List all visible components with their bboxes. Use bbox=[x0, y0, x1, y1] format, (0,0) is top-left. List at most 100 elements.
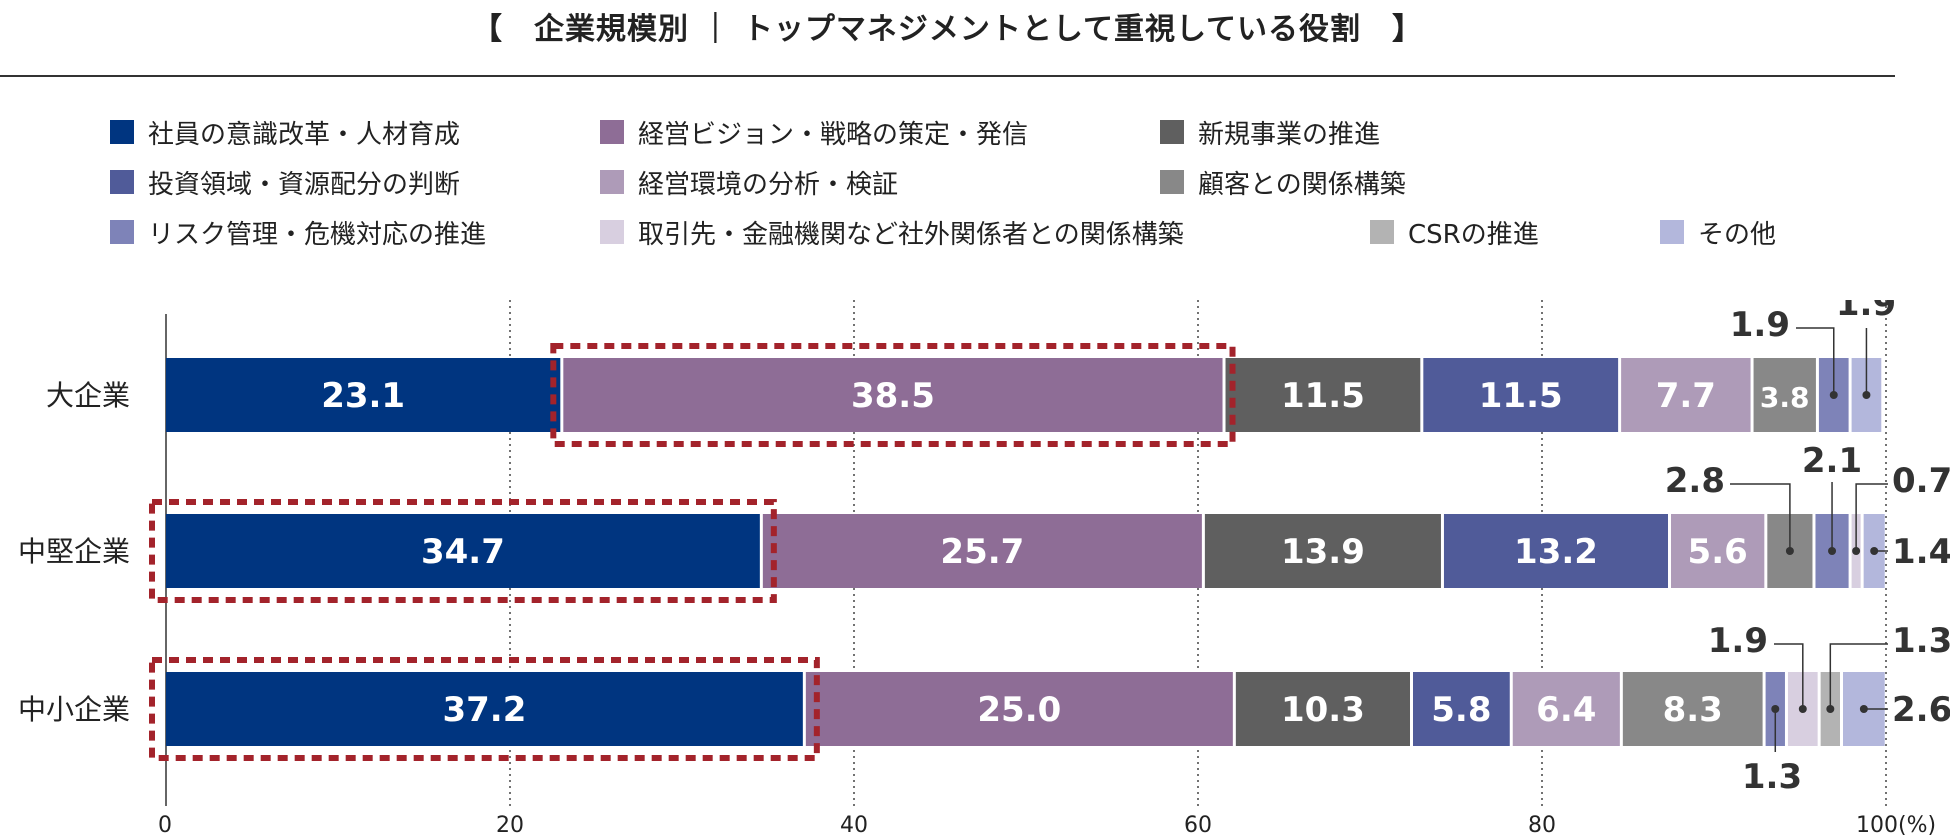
highlight-box bbox=[550, 343, 1236, 447]
callout-dot bbox=[1829, 391, 1838, 399]
data-label: 1.9 bbox=[1836, 300, 1896, 324]
legend-swatch bbox=[1370, 220, 1394, 244]
data-label: 2.8 bbox=[1665, 461, 1725, 501]
legend-item: CSRの推進 bbox=[1370, 212, 1539, 252]
data-label: 5.8 bbox=[1431, 690, 1491, 730]
x-tick-label: 0 bbox=[158, 813, 172, 836]
bar-segment bbox=[166, 672, 803, 746]
bar-segment bbox=[1621, 358, 1751, 432]
data-label: 25.0 bbox=[977, 690, 1061, 730]
legend-swatch bbox=[110, 120, 134, 144]
legend: 社員の意識改革・人材育成 経営ビジョン・戦略の策定・発信 新規事業の推進投資領域・資… bbox=[110, 112, 1910, 272]
legend-label: 取引先・金融機関など社外関係者との関係構築 bbox=[638, 219, 1184, 250]
bar-segment bbox=[166, 514, 760, 588]
data-label: 13.9 bbox=[1281, 532, 1365, 572]
data-label: 37.2 bbox=[442, 690, 526, 730]
bar-segment bbox=[166, 358, 561, 432]
legend-swatch bbox=[600, 120, 624, 144]
callout-dot bbox=[1859, 705, 1868, 713]
bar-segment bbox=[1423, 358, 1619, 432]
bar-segment bbox=[1443, 514, 1668, 588]
legend-item: 投資領域・資源配分の判断 bbox=[110, 162, 460, 202]
highlight-box bbox=[149, 499, 777, 603]
legend-item: 経営環境の分析・検証 bbox=[600, 162, 898, 202]
data-label: 38.5 bbox=[851, 376, 935, 416]
bar-segment bbox=[1235, 672, 1410, 746]
legend-swatch bbox=[600, 220, 624, 244]
data-label: 1.4 bbox=[1892, 532, 1950, 572]
data-label: 1.9 bbox=[1708, 621, 1768, 661]
legend-item: 顧客との関係構築 bbox=[1160, 162, 1406, 202]
bar-segment bbox=[1413, 672, 1510, 746]
legend-swatch bbox=[110, 170, 134, 194]
legend-label: 新規事業の推進 bbox=[1198, 119, 1381, 150]
bar-segment bbox=[805, 672, 1233, 746]
data-label: 8.3 bbox=[1663, 690, 1723, 730]
legend-item: 新規事業の推進 bbox=[1160, 112, 1380, 152]
callout-dot bbox=[1785, 547, 1794, 555]
x-tick-label: 100(%) bbox=[1856, 813, 1936, 836]
legend-label: 顧客との関係構築 bbox=[1198, 169, 1406, 200]
data-label: 13.2 bbox=[1514, 532, 1598, 572]
data-label: 6.4 bbox=[1536, 690, 1596, 730]
callout-line bbox=[1774, 643, 1804, 709]
data-label: 11.5 bbox=[1281, 376, 1365, 416]
callout-dot bbox=[1862, 391, 1871, 399]
callout-line bbox=[1829, 643, 1888, 709]
bar-segment bbox=[1622, 672, 1763, 746]
legend-item: 社員の意識改革・人材育成 bbox=[110, 112, 460, 152]
legend-label: CSRの推進 bbox=[1408, 219, 1539, 250]
data-label: 3.8 bbox=[1760, 381, 1810, 414]
category-label: 中堅企業 bbox=[18, 535, 130, 568]
legend-item: 経営ビジョン・戦略の策定・発信 bbox=[600, 112, 1028, 152]
legend-swatch bbox=[1160, 120, 1184, 144]
callout-dot bbox=[1828, 547, 1837, 555]
legend-label: その他 bbox=[1698, 219, 1777, 250]
legend-label: リスク管理・危機対応の推進 bbox=[148, 219, 487, 250]
legend-label: 経営環境の分析・検証 bbox=[638, 169, 899, 200]
x-tick-label: 40 bbox=[840, 813, 868, 836]
data-label: 5.6 bbox=[1688, 532, 1748, 572]
callout-dot bbox=[1826, 705, 1835, 713]
x-tick-label: 60 bbox=[1184, 813, 1212, 836]
data-label: 7.7 bbox=[1656, 376, 1716, 416]
legend-item: その他 bbox=[1660, 212, 1776, 252]
x-tick-label: 80 bbox=[1528, 813, 1556, 836]
bar-segment bbox=[1225, 358, 1421, 432]
legend-label: 投資領域・資源配分の判断 bbox=[148, 169, 461, 200]
legend-item: 取引先・金融機関など社外関係者との関係構築 bbox=[600, 212, 1184, 252]
bar-segment bbox=[762, 514, 1202, 588]
title-divider bbox=[0, 75, 1895, 77]
callout-dot bbox=[1852, 547, 1861, 555]
legend-label: 社員の意識改革・人材育成 bbox=[148, 119, 461, 150]
callout-dot bbox=[1798, 705, 1807, 713]
legend-swatch bbox=[1660, 220, 1684, 244]
highlight-box bbox=[149, 657, 820, 761]
data-label: 1.3 bbox=[1742, 757, 1802, 797]
data-label: 10.3 bbox=[1281, 690, 1365, 730]
bar-segment bbox=[563, 358, 1223, 432]
data-label: 2.1 bbox=[1802, 441, 1862, 481]
data-label: 34.7 bbox=[421, 532, 505, 572]
category-label: 大企業 bbox=[46, 379, 130, 412]
category-label: 中小企業 bbox=[18, 693, 130, 726]
x-tick-label: 20 bbox=[496, 813, 524, 836]
callout-dot bbox=[1870, 547, 1879, 555]
data-label: 1.3 bbox=[1892, 621, 1950, 661]
callout-line bbox=[1855, 483, 1888, 551]
callout-line bbox=[1796, 327, 1835, 395]
chart-title: 【 企業規模別 ｜ トップマネジメントとして重視している役割 】 bbox=[471, 12, 1424, 47]
legend-item: リスク管理・危機対応の推進 bbox=[110, 212, 486, 252]
data-label: 11.5 bbox=[1479, 376, 1563, 416]
bar-segment bbox=[1753, 358, 1816, 432]
data-label: 25.7 bbox=[940, 532, 1024, 572]
data-label: 2.6 bbox=[1892, 690, 1950, 730]
bar-segment bbox=[1671, 514, 1765, 588]
callout-line bbox=[1730, 483, 1791, 551]
legend-swatch bbox=[1160, 170, 1184, 194]
data-label: 1.9 bbox=[1730, 305, 1790, 345]
legend-label: 経営ビジョン・戦略の策定・発信 bbox=[638, 119, 1029, 150]
callout-dot bbox=[1771, 705, 1780, 713]
data-label: 23.1 bbox=[321, 376, 405, 416]
